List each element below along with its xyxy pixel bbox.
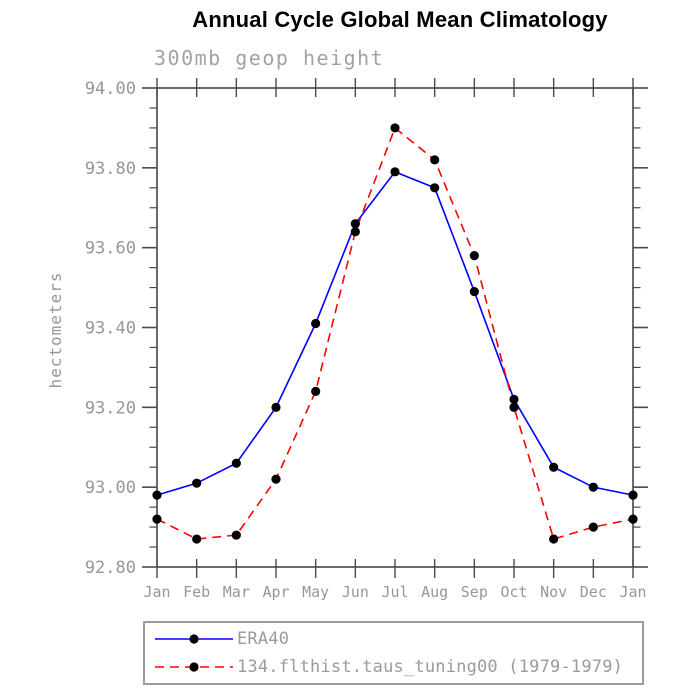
data-point-marker xyxy=(549,534,559,544)
x-tick-label: Dec xyxy=(580,583,607,601)
x-tick-label: Sep xyxy=(461,583,488,601)
data-point-marker xyxy=(311,318,321,329)
x-tick-label: Mar xyxy=(223,583,250,601)
legend-item-era40: ERA40 xyxy=(151,626,642,653)
data-point-marker xyxy=(430,155,440,165)
legend-item-tuning00: 134.flthist.taus_tuning00 (1979-1979) xyxy=(151,654,642,681)
data-point-marker xyxy=(350,219,360,229)
x-axis-ticks xyxy=(156,78,634,578)
data-point-marker xyxy=(390,123,400,133)
data-point-marker xyxy=(192,534,202,544)
legend-box: ERA40 134.flthist.taus_tuning00 (1979-19… xyxy=(143,621,644,685)
x-tick-label: Feb xyxy=(183,583,210,601)
legend-label-tuning00: 134.flthist.taus_tuning00 (1979-1979) xyxy=(237,657,624,677)
y-axis-ticks xyxy=(142,87,648,568)
legend-line-sample-dashed xyxy=(155,662,233,672)
data-point-marker xyxy=(588,522,598,532)
data-point-marker xyxy=(509,402,519,412)
data-point-marker xyxy=(469,286,479,297)
x-tick-label: May xyxy=(302,583,329,601)
data-point-marker xyxy=(311,386,321,396)
series-line-1 xyxy=(156,126,634,541)
x-tick-label: Jan xyxy=(143,583,170,601)
data-point-marker xyxy=(192,478,202,488)
x-tick-label: Aug xyxy=(421,583,448,601)
plot-frame xyxy=(156,87,634,568)
data-point-marker xyxy=(231,530,241,540)
x-tick-label: Oct xyxy=(500,583,527,601)
y-tick-label: 93.20 xyxy=(85,398,136,418)
data-point-marker xyxy=(628,490,638,500)
y-tick-label: 94.00 xyxy=(85,79,136,99)
data-point-marker xyxy=(271,402,281,412)
legend-line-sample-solid xyxy=(155,634,233,644)
data-point-marker xyxy=(390,167,400,177)
data-point-marker xyxy=(152,514,162,524)
x-tick-label: Nov xyxy=(540,583,567,601)
data-point-marker xyxy=(271,474,281,484)
data-point-marker xyxy=(152,490,162,500)
data-point-marker xyxy=(430,183,440,193)
y-axis-labels: 94.00 93.80 93.60 93.40 93.20 93.00 92.80 xyxy=(85,79,136,578)
series-markers-0 xyxy=(152,167,638,500)
data-point-marker xyxy=(549,462,559,472)
chart-subtitle: 300mb geop height xyxy=(154,46,385,70)
y-tick-label: 93.00 xyxy=(85,478,136,498)
series-line-0 xyxy=(156,170,634,496)
x-tick-label: Jul xyxy=(381,583,408,601)
legend-marker-dot-icon xyxy=(189,662,199,672)
data-point-marker xyxy=(628,514,638,524)
chart-title: Annual Cycle Global Mean Climatology xyxy=(192,7,608,32)
legend-label-era40: ERA40 xyxy=(237,629,290,649)
series-markers-1 xyxy=(152,123,638,544)
data-point-marker xyxy=(231,458,241,468)
y-tick-label: 92.80 xyxy=(85,558,136,578)
data-point-marker xyxy=(588,482,598,492)
data-point-marker xyxy=(350,227,360,237)
y-tick-label: 93.60 xyxy=(85,239,136,259)
legend-marker-dot-icon xyxy=(189,634,199,644)
data-point-marker xyxy=(509,394,519,404)
x-tick-label: Apr xyxy=(262,583,289,601)
y-tick-label: 93.80 xyxy=(85,159,136,179)
y-tick-label: 93.40 xyxy=(85,319,136,339)
x-tick-label: Jan xyxy=(619,583,646,601)
x-axis-labels: Jan Feb Mar Apr May Jun Jul Aug Sep Oct Nov Dec Jan xyxy=(143,583,646,601)
data-point-marker xyxy=(469,251,479,261)
x-tick-label: Jun xyxy=(342,583,369,601)
